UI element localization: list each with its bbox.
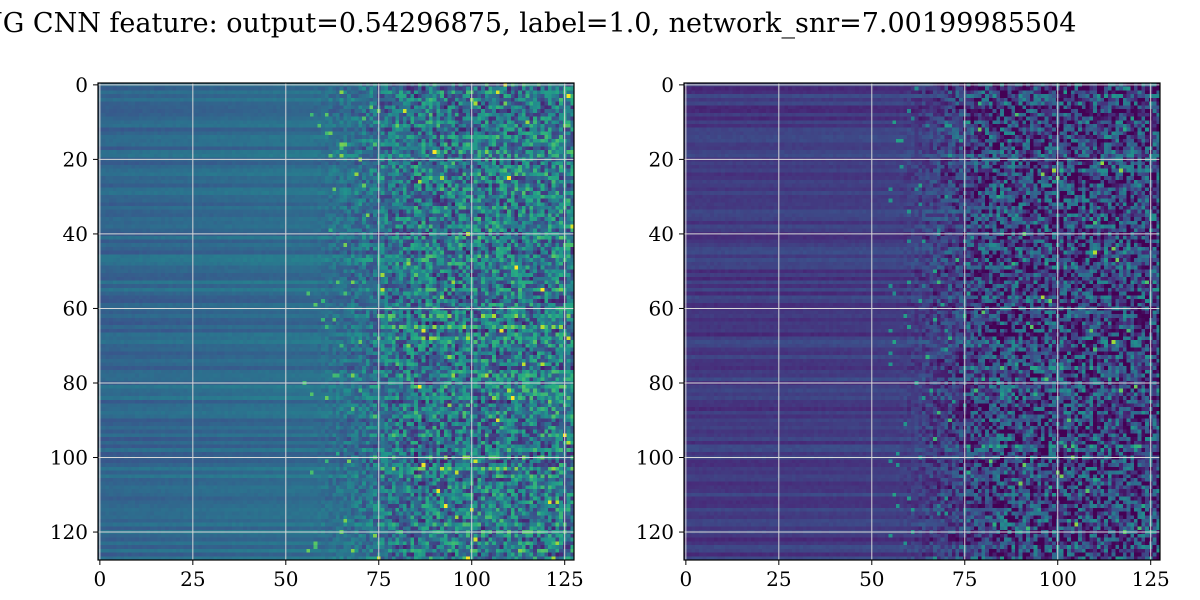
x-tick-label: 25 bbox=[766, 567, 791, 591]
heatmap-panel-left: 0 25 50 75 100 125 0 20 40 60 80 100 120 bbox=[50, 73, 584, 591]
heatmap-image bbox=[98, 83, 574, 560]
x-tick-label: 100 bbox=[453, 567, 491, 591]
heatmap-panel-right: 0 25 50 75 100 125 0 20 40 60 80 100 120 bbox=[636, 73, 1170, 591]
x-tick-label: 125 bbox=[1132, 567, 1170, 591]
y-tick-label: 0 bbox=[661, 73, 674, 97]
x-tick-label: 75 bbox=[952, 567, 977, 591]
y-tick-label: 60 bbox=[649, 296, 674, 320]
y-tick-label: 120 bbox=[50, 520, 88, 544]
y-tick-label: 20 bbox=[649, 147, 674, 171]
x-tick-label: 75 bbox=[366, 567, 391, 591]
y-tick-label: 60 bbox=[63, 296, 88, 320]
x-tick-label: 125 bbox=[546, 567, 584, 591]
y-tick-label: 120 bbox=[636, 520, 674, 544]
axes-frame bbox=[97, 82, 575, 561]
x-tick-label: 100 bbox=[1039, 567, 1077, 591]
x-tick-label: 50 bbox=[859, 567, 884, 591]
y-tick-label: 20 bbox=[63, 147, 88, 171]
x-tick-label: 25 bbox=[180, 567, 205, 591]
y-tick-label: 80 bbox=[63, 371, 88, 395]
y-tick-label: 100 bbox=[636, 446, 674, 470]
axes-frame bbox=[683, 82, 1161, 561]
x-tick-label: 0 bbox=[679, 567, 692, 591]
y-tick-label: 80 bbox=[649, 371, 674, 395]
x-tick-label: 0 bbox=[93, 567, 106, 591]
figure-title: UG CNN feature: output=0.54296875, label… bbox=[0, 8, 1077, 39]
y-tick-label: 100 bbox=[50, 446, 88, 470]
heatmap-image bbox=[684, 83, 1160, 560]
y-tick-label: 0 bbox=[75, 73, 88, 97]
y-tick-label: 40 bbox=[649, 222, 674, 246]
y-tick-label: 40 bbox=[63, 222, 88, 246]
x-tick-label: 50 bbox=[273, 567, 298, 591]
